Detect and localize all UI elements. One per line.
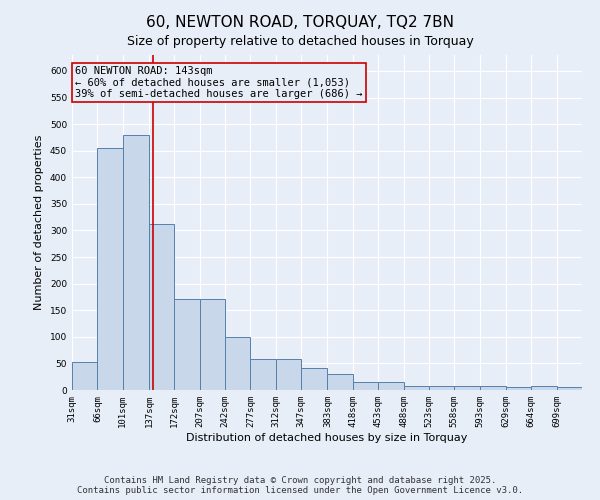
Y-axis label: Number of detached properties: Number of detached properties <box>34 135 44 310</box>
Bar <box>429 386 454 390</box>
Bar <box>174 298 200 390</box>
X-axis label: Distribution of detached houses by size in Torquay: Distribution of detached houses by size … <box>187 432 467 442</box>
Bar <box>97 148 123 390</box>
Bar <box>404 386 429 390</box>
Bar <box>225 337 250 390</box>
Bar <box>301 368 328 390</box>
Bar <box>250 359 276 390</box>
Bar <box>123 135 149 390</box>
Bar <box>328 374 353 390</box>
Bar <box>72 362 97 390</box>
Text: 60, NEWTON ROAD, TORQUAY, TQ2 7BN: 60, NEWTON ROAD, TORQUAY, TQ2 7BN <box>146 15 454 30</box>
Bar <box>557 388 582 390</box>
Bar <box>531 386 557 390</box>
Text: Contains HM Land Registry data © Crown copyright and database right 2025.
Contai: Contains HM Land Registry data © Crown c… <box>77 476 523 495</box>
Bar <box>454 386 480 390</box>
Text: 60 NEWTON ROAD: 143sqm
← 60% of detached houses are smaller (1,053)
39% of semi-: 60 NEWTON ROAD: 143sqm ← 60% of detached… <box>75 66 362 99</box>
Bar <box>200 298 225 390</box>
Bar <box>506 388 531 390</box>
Text: Size of property relative to detached houses in Torquay: Size of property relative to detached ho… <box>127 35 473 48</box>
Bar <box>480 386 506 390</box>
Bar <box>353 382 378 390</box>
Bar <box>276 359 301 390</box>
Bar <box>378 382 404 390</box>
Bar <box>149 224 174 390</box>
